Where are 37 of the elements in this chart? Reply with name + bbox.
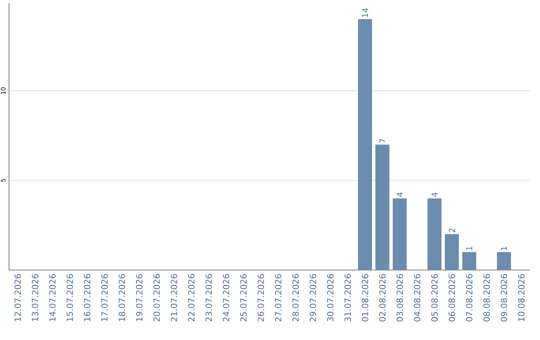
x-tick-label: 29.07.2026 xyxy=(310,274,316,322)
x-tick-label: 02.08.2026 xyxy=(379,274,386,322)
x-tick-label: 14.07.2026 xyxy=(49,274,56,322)
x-tick-label: 10.08.2026 xyxy=(518,274,525,322)
bar xyxy=(358,19,372,270)
x-tick-label: 13.07.2026 xyxy=(32,274,38,322)
x-tick-label: 05.08.2026 xyxy=(431,274,438,322)
x-tick-label: 23.07.2026 xyxy=(206,274,212,322)
x-tick-label: 20.07.2026 xyxy=(153,274,160,322)
x-tick-label: 12.07.2026 xyxy=(14,274,21,322)
bar xyxy=(444,234,459,270)
x-tick-label: 09.08.2026 xyxy=(500,274,508,322)
bar xyxy=(375,144,390,270)
x-tick-label: 26.07.2026 xyxy=(258,274,264,322)
bar xyxy=(392,198,407,270)
x-tick-label: 16.07.2026 xyxy=(84,274,90,322)
x-tick-label: 31.07.2026 xyxy=(344,274,351,322)
x-tick-label: 06.08.2026 xyxy=(448,274,456,322)
x-tick-label: 24.07.2026 xyxy=(222,274,230,322)
bar xyxy=(462,252,476,270)
x-tick-label: 22.07.2026 xyxy=(188,274,195,322)
bar xyxy=(496,252,511,270)
x-tick-label: 19.07.2026 xyxy=(136,274,142,322)
x-tick-label: 27.07.2026 xyxy=(274,274,282,322)
x-tick-label: 17.07.2026 xyxy=(101,274,108,322)
x-tick-label: 21.07.2026 xyxy=(170,274,178,322)
x-tick-label: 08.08.2026 xyxy=(483,274,490,322)
bar xyxy=(427,198,442,270)
x-tick-label: 03.08.2026 xyxy=(396,274,403,322)
x-tick-label: 28.07.2026 xyxy=(292,274,299,322)
x-tick-label: 04.08.2026 xyxy=(414,274,420,322)
x-tick-label: 25.07.2026 xyxy=(240,274,247,322)
x-tick-label: 15.07.2026 xyxy=(66,274,73,322)
x-tick-label: 01.08.2026 xyxy=(362,274,368,322)
x-tick-label: 30.07.2026 xyxy=(327,274,334,322)
x-tick-label: 07.08.2026 xyxy=(466,274,472,322)
x-tick-label: 18.07.2026 xyxy=(118,274,126,322)
